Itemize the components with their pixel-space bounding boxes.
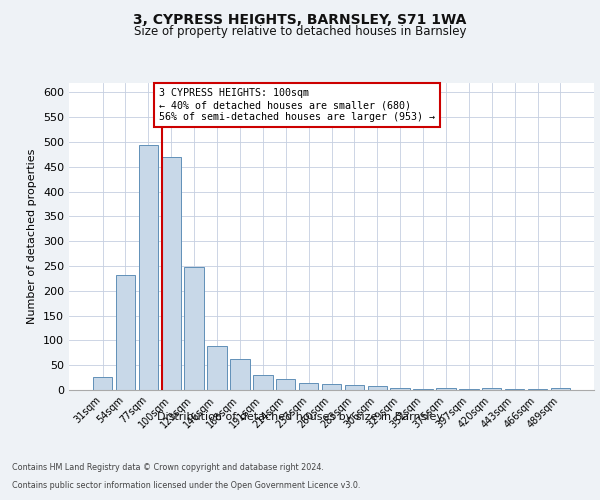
Bar bbox=[253, 375, 272, 390]
Bar bbox=[322, 384, 341, 390]
Y-axis label: Number of detached properties: Number of detached properties bbox=[28, 148, 37, 324]
Bar bbox=[299, 382, 319, 390]
Bar bbox=[208, 346, 227, 390]
Text: Distribution of detached houses by size in Barnsley: Distribution of detached houses by size … bbox=[157, 412, 443, 422]
Bar bbox=[139, 146, 158, 390]
Bar bbox=[93, 376, 112, 390]
Bar bbox=[230, 359, 250, 390]
Bar bbox=[368, 386, 387, 390]
Bar bbox=[528, 389, 547, 390]
Bar bbox=[184, 267, 204, 390]
Bar bbox=[505, 389, 524, 390]
Bar bbox=[413, 388, 433, 390]
Bar bbox=[161, 157, 181, 390]
Text: 3, CYPRESS HEIGHTS, BARNSLEY, S71 1WA: 3, CYPRESS HEIGHTS, BARNSLEY, S71 1WA bbox=[133, 12, 467, 26]
Bar bbox=[459, 388, 479, 390]
Bar bbox=[391, 388, 410, 390]
Bar bbox=[276, 378, 295, 390]
Text: Size of property relative to detached houses in Barnsley: Size of property relative to detached ho… bbox=[134, 25, 466, 38]
Text: Contains HM Land Registry data © Crown copyright and database right 2024.: Contains HM Land Registry data © Crown c… bbox=[12, 464, 324, 472]
Bar bbox=[551, 388, 570, 390]
Bar bbox=[436, 388, 455, 390]
Text: 3 CYPRESS HEIGHTS: 100sqm
← 40% of detached houses are smaller (680)
56% of semi: 3 CYPRESS HEIGHTS: 100sqm ← 40% of detac… bbox=[159, 88, 435, 122]
Bar bbox=[482, 388, 502, 390]
Text: Contains public sector information licensed under the Open Government Licence v3: Contains public sector information licen… bbox=[12, 481, 361, 490]
Bar bbox=[116, 275, 135, 390]
Bar bbox=[344, 384, 364, 390]
